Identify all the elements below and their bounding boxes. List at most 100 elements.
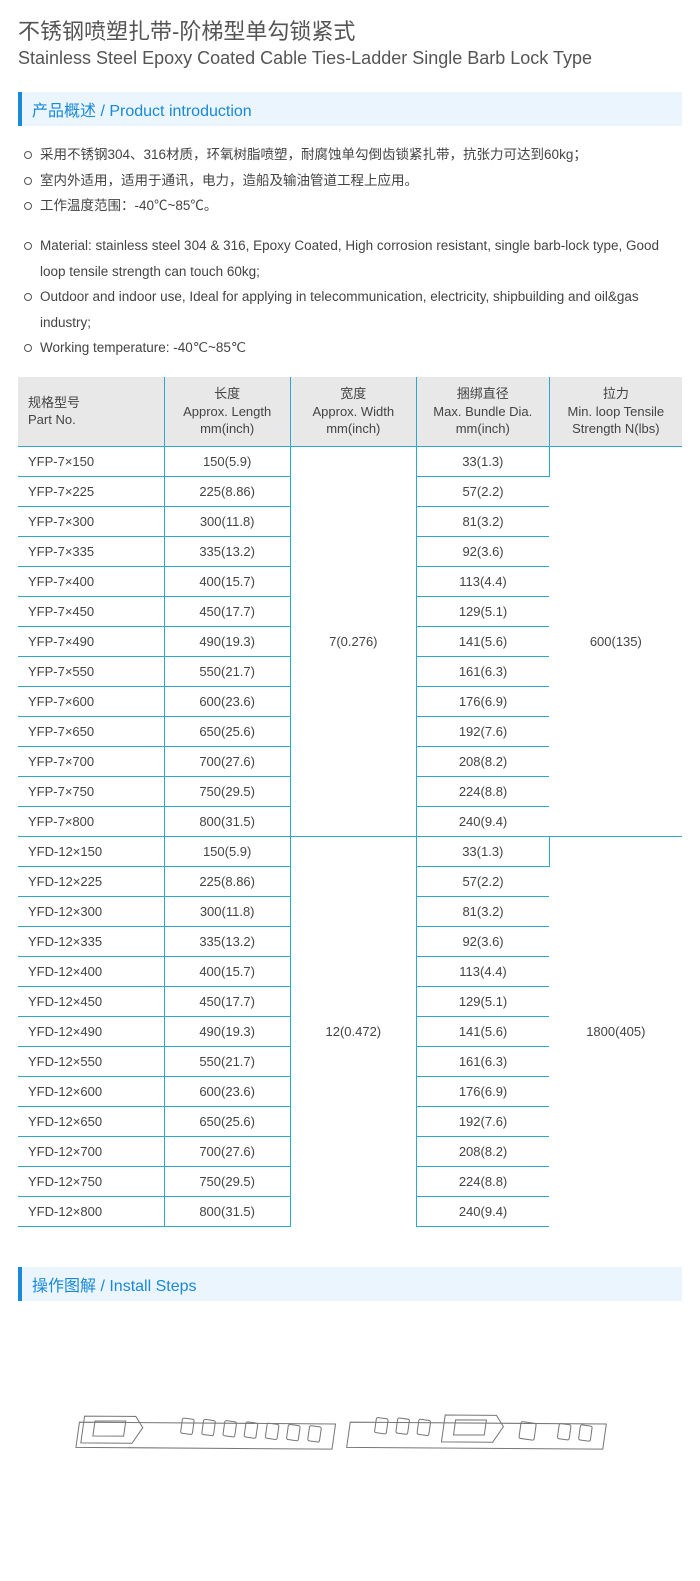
- cell-part: YFD-12×800: [18, 1196, 164, 1226]
- table-row: YFP-7×150150(5.9)7(0.276)33(1.3)600(135): [18, 446, 682, 476]
- cell-length: 400(15.7): [164, 956, 290, 986]
- cell-part: YFP-7×335: [18, 536, 164, 566]
- cell-length: 650(25.6): [164, 1106, 290, 1136]
- cell-length: 650(25.6): [164, 716, 290, 746]
- cell-length: 335(13.2): [164, 926, 290, 956]
- cell-part: YFD-12×750: [18, 1166, 164, 1196]
- section-intro-en: Product introduction: [109, 103, 251, 120]
- table-row: YFD-12×150150(5.9)12(0.472)33(1.3)1800(4…: [18, 836, 682, 866]
- cell-strength: 1800(405): [549, 836, 682, 1226]
- cell-part: YFP-7×400: [18, 566, 164, 596]
- cell-bundle: 240(9.4): [416, 1196, 549, 1226]
- page-title-en: Stainless Steel Epoxy Coated Cable Ties-…: [18, 47, 682, 70]
- cell-part: YFD-12×150: [18, 836, 164, 866]
- section-install-cn: 操作图解: [32, 1278, 96, 1295]
- cell-part: YFD-12×225: [18, 866, 164, 896]
- cell-length: 750(29.5): [164, 1166, 290, 1196]
- cell-part: YFP-7×800: [18, 806, 164, 836]
- cell-bundle: 161(6.3): [416, 656, 549, 686]
- cell-bundle: 208(8.2): [416, 1136, 549, 1166]
- cell-length: 490(19.3): [164, 1016, 290, 1046]
- section-header-intro: 产品概述 / Product introduction: [18, 92, 682, 126]
- cell-bundle: 224(8.8): [416, 1166, 549, 1196]
- cell-length: 150(5.9): [164, 836, 290, 866]
- cell-strength: 600(135): [549, 446, 682, 836]
- cell-bundle: 141(5.6): [416, 1016, 549, 1046]
- spec-header-cell: 捆绑直径Max. Bundle Dia.mm(inch): [416, 377, 549, 446]
- bullet-item: 室内外适用，适用于通讯，电力，造船及输油管道工程上应用。: [22, 168, 682, 194]
- cell-part: YFD-12×600: [18, 1076, 164, 1106]
- cell-part: YFD-12×400: [18, 956, 164, 986]
- cell-bundle: 224(8.8): [416, 776, 549, 806]
- spec-header-cell: 长度Approx. Lengthmm(inch): [164, 377, 290, 446]
- bullet-list-cn: 采用不锈钢304、316材质，环氧树脂喷塑，耐腐蚀单勾倒齿锁紧扎带，抗张力可达到…: [18, 142, 682, 219]
- cell-part: YFD-12×700: [18, 1136, 164, 1166]
- cell-part: YFD-12×335: [18, 926, 164, 956]
- cell-length: 335(13.2): [164, 536, 290, 566]
- cell-bundle: 57(2.2): [416, 476, 549, 506]
- spec-header-row: 规格型号Part No.长度Approx. Lengthmm(inch)宽度Ap…: [18, 377, 682, 446]
- cell-bundle: 33(1.3): [416, 446, 549, 476]
- cell-bundle: 92(3.6): [416, 536, 549, 566]
- cell-length: 700(27.6): [164, 746, 290, 776]
- cell-bundle: 208(8.2): [416, 746, 549, 776]
- cell-length: 400(15.7): [164, 566, 290, 596]
- cell-length: 450(17.7): [164, 596, 290, 626]
- cell-length: 225(8.86): [164, 866, 290, 896]
- cell-length: 150(5.9): [164, 446, 290, 476]
- cell-length: 300(11.8): [164, 896, 290, 926]
- cell-part: YFD-12×490: [18, 1016, 164, 1046]
- cell-width: 12(0.472): [290, 836, 416, 1226]
- install-illustration: [18, 1317, 682, 1537]
- bullet-list-en: Material: stainless steel 304 & 316, Epo…: [18, 233, 682, 361]
- cell-part: YFD-12×300: [18, 896, 164, 926]
- cell-bundle: 192(7.6): [416, 716, 549, 746]
- cell-length: 550(21.7): [164, 1046, 290, 1076]
- bullet-item: 工作温度范围：-40℃~85℃。: [22, 193, 682, 219]
- cell-part: YFP-7×750: [18, 776, 164, 806]
- cell-part: YFP-7×225: [18, 476, 164, 506]
- spec-header-cell: 拉力Min. loop Tensile Strength N(lbs): [549, 377, 682, 446]
- cell-bundle: 129(5.1): [416, 596, 549, 626]
- cell-bundle: 57(2.2): [416, 866, 549, 896]
- section-install-en: Install Steps: [109, 1278, 196, 1295]
- cell-part: YFD-12×450: [18, 986, 164, 1016]
- cell-bundle: 33(1.3): [416, 836, 549, 866]
- cell-bundle: 129(5.1): [416, 986, 549, 1016]
- cell-part: YFD-12×550: [18, 1046, 164, 1076]
- cell-length: 700(27.6): [164, 1136, 290, 1166]
- cell-length: 490(19.3): [164, 626, 290, 656]
- cell-bundle: 81(3.2): [416, 896, 549, 926]
- cell-length: 450(17.7): [164, 986, 290, 1016]
- section-header-install: 操作图解 / Install Steps: [18, 1267, 682, 1301]
- cell-length: 800(31.5): [164, 1196, 290, 1226]
- section-intro-cn: 产品概述: [32, 103, 96, 120]
- cell-width: 7(0.276): [290, 446, 416, 836]
- spec-header-cell: 规格型号Part No.: [18, 377, 164, 446]
- cell-bundle: 81(3.2): [416, 506, 549, 536]
- cell-bundle: 192(7.6): [416, 1106, 549, 1136]
- cell-part: YFP-7×600: [18, 686, 164, 716]
- cell-length: 750(29.5): [164, 776, 290, 806]
- cell-part: YFP-7×300: [18, 506, 164, 536]
- cell-bundle: 141(5.6): [416, 626, 549, 656]
- page-title-cn: 不锈钢喷塑扎带-阶梯型单勾锁紧式: [18, 18, 682, 47]
- spec-header-cell: 宽度Approx. Widthmm(inch): [290, 377, 416, 446]
- bullet-item: Outdoor and indoor use, Ideal for applyi…: [22, 284, 682, 335]
- cell-length: 300(11.8): [164, 506, 290, 536]
- cell-part: YFP-7×550: [18, 656, 164, 686]
- cell-part: YFP-7×700: [18, 746, 164, 776]
- cell-length: 550(21.7): [164, 656, 290, 686]
- cell-length: 600(23.6): [164, 1076, 290, 1106]
- cell-length: 600(23.6): [164, 686, 290, 716]
- cell-part: YFD-12×650: [18, 1106, 164, 1136]
- cell-bundle: 92(3.6): [416, 926, 549, 956]
- bullet-item: 采用不锈钢304、316材质，环氧树脂喷塑，耐腐蚀单勾倒齿锁紧扎带，抗张力可达到…: [22, 142, 682, 168]
- cell-length: 225(8.86): [164, 476, 290, 506]
- cell-bundle: 161(6.3): [416, 1046, 549, 1076]
- cell-part: YFP-7×650: [18, 716, 164, 746]
- cell-bundle: 240(9.4): [416, 806, 549, 836]
- cell-bundle: 113(4.4): [416, 956, 549, 986]
- cell-bundle: 176(6.9): [416, 1076, 549, 1106]
- cell-length: 800(31.5): [164, 806, 290, 836]
